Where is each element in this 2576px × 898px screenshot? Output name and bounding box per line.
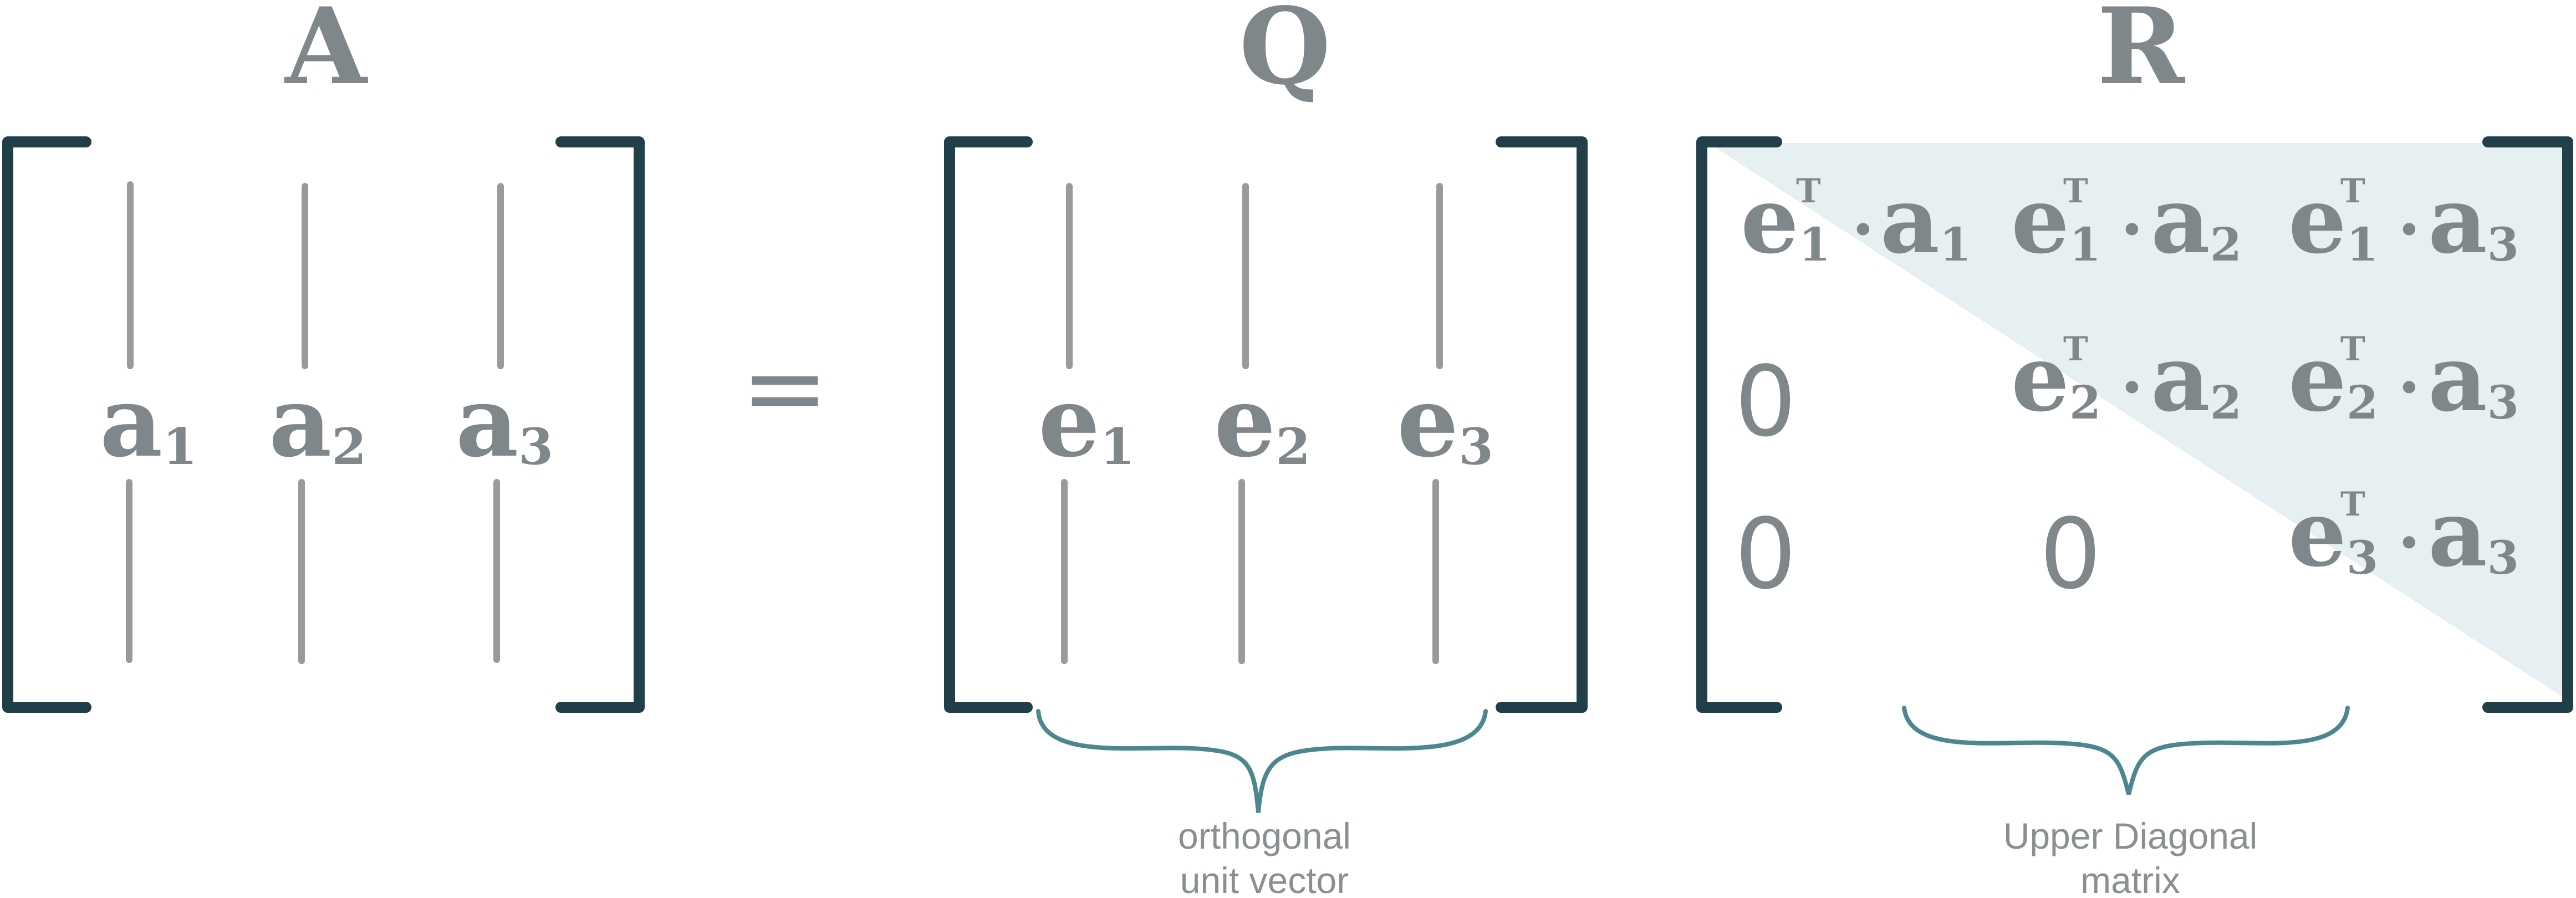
- a2-label: a2: [269, 365, 366, 479]
- r-entry-e1-a1: e1T ·a1: [1741, 166, 1971, 274]
- q-caption-line1: orthogonal: [1178, 815, 1351, 856]
- e3-label: e3: [1397, 365, 1493, 479]
- r-entry-e2-a3: e2T ·a3: [2288, 324, 2519, 432]
- matrix-r-title: R: [2097, 0, 2186, 108]
- matrix-r-left-bracket: [1696, 136, 1782, 713]
- matrix-q-left-bracket: [944, 136, 1033, 713]
- e1-label: e1: [1038, 365, 1135, 479]
- matrix-a-right-bracket: [555, 136, 645, 713]
- q-curly-brace: [1036, 709, 1488, 813]
- matrix-q-right-bracket: [1496, 136, 1588, 713]
- a1-label: a1: [100, 365, 197, 479]
- equals-sign: =: [741, 326, 829, 449]
- e2-label: e2: [1214, 365, 1310, 479]
- upper-triangle-shading: [1708, 143, 2563, 697]
- r-zero-row2-col1: 0: [1735, 346, 1796, 458]
- r-entry-e1-a2: e1T ·a2: [2011, 166, 2242, 274]
- matrix-a-left-bracket: [2, 136, 91, 713]
- r-caption-line1: Upper Diagonal: [2003, 815, 2258, 856]
- matrix-a-title: A: [284, 0, 368, 108]
- r-entry-e2-a2: e2T ·a2: [2011, 324, 2242, 432]
- q-caption-line2: unit vector: [1180, 860, 1349, 898]
- r-entry-e3-a3: e3T ·a3: [2288, 479, 2519, 587]
- r-zero-row3-col2: 0: [2039, 498, 2101, 611]
- a3-label: a3: [456, 365, 553, 479]
- r-entry-e1-a3: e1T ·a3: [2288, 166, 2519, 274]
- matrix-q-title: Q: [1239, 0, 1331, 108]
- r-zero-row3-col1: 0: [1735, 498, 1796, 611]
- matrix-r-right-bracket: [2482, 136, 2573, 713]
- r-caption-line2: matrix: [2080, 860, 2180, 898]
- r-curly-brace: [1902, 706, 2350, 795]
